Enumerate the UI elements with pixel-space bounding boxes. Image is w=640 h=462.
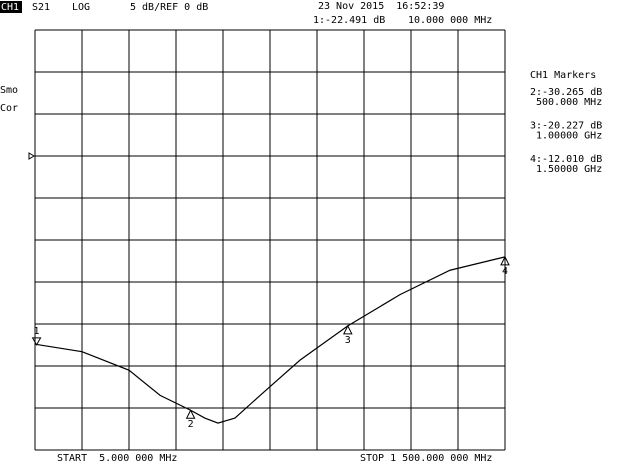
reference-pointer — [28, 152, 35, 160]
marker-readout-x: 10.000 000 MHz — [408, 15, 492, 26]
marker-readout-x: 500.000 MHz — [536, 97, 602, 108]
channel-box — [0, 1, 22, 13]
trace — [34, 256, 506, 424]
marker-readout-x: 1.00000 GHz — [536, 131, 602, 142]
side-label: Cor — [0, 103, 18, 114]
marker-readout-value: 4:-12.010 dB — [530, 154, 602, 165]
marker-label: 2 — [188, 419, 194, 430]
marker-readout-value: 1:-22.491 dB — [313, 15, 385, 26]
channel: CH1 — [1, 2, 19, 13]
scale-label: 5 dB/REF 0 dB — [130, 2, 208, 13]
marker-readout-value: 2:-30.265 dB — [530, 87, 602, 98]
marker — [500, 255, 510, 266]
marker — [31, 337, 42, 346]
marker-label: 3 — [345, 335, 351, 346]
parameter: S21 — [32, 2, 50, 13]
marker-label: 4 — [502, 266, 508, 277]
format: LOG — [72, 2, 90, 13]
stop-label: STOP 1 500.000 000 MHz — [360, 453, 492, 462]
marker-readout-value: 3:-20.227 dB — [530, 121, 602, 132]
marker — [185, 409, 196, 419]
marker-readout-x: 1.50000 GHz — [536, 164, 602, 175]
start-label: START 5.000 000 MHz — [57, 453, 177, 462]
side-label: Smo — [0, 85, 18, 96]
marker-label: 1 — [34, 326, 40, 337]
timestamp: 23 Nov 2015 16:52:39 — [318, 1, 444, 12]
marker — [342, 324, 353, 335]
markers-title: CH1 Markers — [530, 70, 596, 81]
